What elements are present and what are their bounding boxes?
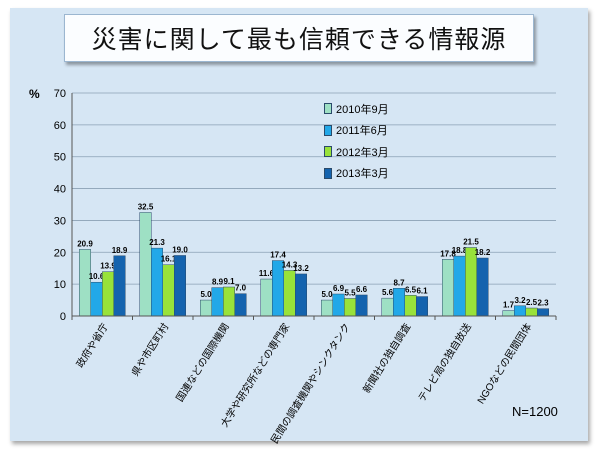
bar	[139, 212, 152, 317]
data-label: 20.9	[77, 239, 93, 248]
x-category-label: 新聞社の独自調査	[360, 321, 413, 396]
data-label: 7.0	[235, 284, 247, 293]
data-label: 3.2	[514, 296, 526, 305]
y-tick-label: 50	[54, 152, 66, 164]
bar	[355, 294, 368, 317]
data-label: 5.0	[321, 290, 333, 299]
bar	[200, 299, 212, 317]
data-label: 17.4	[270, 251, 286, 260]
data-label: 32.5	[138, 202, 154, 211]
bar	[514, 305, 526, 317]
bar	[174, 255, 186, 317]
legend-swatch	[324, 167, 332, 179]
bar	[113, 255, 126, 317]
x-axis: 政府や省庁 県や市区町村 国連などの国際機関大学や研究所などの専門家民間の調査機関や…	[71, 315, 557, 446]
legend-swatch	[324, 124, 332, 136]
data-label: 5.6	[382, 288, 394, 297]
data-label: 16.1	[161, 255, 177, 264]
bar	[442, 259, 454, 317]
data-label: 1.7	[503, 301, 515, 310]
bar	[223, 286, 235, 317]
bar	[476, 257, 489, 317]
bars: 20.910.613.918.932.521.316.119.05.08.9 9.…	[77, 202, 549, 317]
legend-item: 2010年9月	[324, 98, 389, 120]
data-label: 6.6	[356, 285, 368, 294]
y-axis: 0 10 20 30 40 50 60 70%	[29, 87, 73, 323]
sample-size-label: N=1200	[512, 404, 558, 419]
data-label: 8.7	[393, 278, 405, 287]
bar	[393, 288, 405, 317]
bar	[537, 308, 549, 317]
chart-title: 災害に関して最も信頼できる情報源	[91, 25, 507, 54]
bar	[90, 281, 103, 317]
bar	[283, 270, 296, 317]
slide-background	[10, 8, 588, 441]
legend-label: 2012年3月	[336, 146, 389, 159]
bar	[344, 298, 356, 317]
data-label: 6.1	[416, 287, 428, 296]
bar	[260, 278, 273, 317]
data-label: 13.2	[293, 264, 309, 273]
data-label: 6.5	[405, 285, 417, 294]
legend-label: 2013年3月	[336, 168, 389, 181]
data-label: 14.3	[282, 260, 298, 269]
bar	[211, 287, 224, 317]
bar	[332, 293, 345, 317]
data-label: 5.0	[200, 290, 212, 299]
data-label: 2.3	[537, 299, 549, 308]
x-category-label: 大学や研究所などの専門家	[218, 321, 293, 430]
data-label: 17.8	[440, 249, 456, 258]
y-axis-unit-label: %	[29, 87, 40, 101]
y-tick-label: 60	[54, 120, 66, 132]
legend-item: 2012年3月	[324, 141, 389, 163]
bar	[295, 273, 307, 317]
data-label: 6.9	[333, 284, 345, 293]
legend-item: 2011年6月	[324, 120, 389, 142]
legend-swatch	[324, 103, 332, 115]
x-category-label: 国連などの国際機関	[173, 321, 232, 404]
bar	[79, 249, 91, 317]
bar	[465, 247, 477, 317]
data-label: 18.8	[452, 246, 468, 255]
bar	[416, 296, 428, 317]
data-label: 19.0	[172, 245, 188, 254]
x-category-label: 政府や省庁	[73, 321, 111, 370]
data-label: 21.3	[149, 238, 165, 247]
bar	[321, 299, 333, 317]
x-category-label: テレビ局の独自放送	[415, 321, 474, 404]
y-tick-label: 30	[54, 215, 66, 227]
bar	[525, 307, 538, 317]
title-box: 災害に関して最も信頼できる情報源	[64, 14, 534, 62]
bar	[381, 297, 394, 317]
bar	[453, 255, 466, 317]
data-label: 18.9	[112, 246, 128, 255]
x-category-label: NGOなどの民間団体	[475, 321, 534, 406]
data-label: 11.6	[259, 269, 275, 278]
data-label: 2.5	[526, 298, 538, 307]
data-label: 13.9	[100, 262, 116, 271]
data-label: 21.5	[463, 238, 479, 247]
data-label: 5.5	[344, 288, 356, 297]
legend: 2010年9月 2011年6月 2012年3月 2013年3月	[324, 98, 389, 184]
bar	[502, 310, 515, 317]
data-label: 18.2	[475, 248, 491, 257]
data-label: 10.6	[89, 272, 105, 281]
x-category-label: 県や市区町村	[128, 321, 171, 379]
legend-label: 2011年6月	[336, 125, 388, 138]
y-tick-label: 70	[54, 88, 66, 100]
bar	[404, 295, 417, 317]
data-label: 9.1	[223, 277, 235, 286]
legend-item: 2013年3月	[324, 163, 389, 185]
legend-label: 2010年9月	[336, 103, 389, 116]
bar	[234, 293, 247, 317]
y-tick-label: 10	[54, 279, 66, 291]
bar	[102, 271, 114, 317]
y-tick-label: 20	[54, 247, 66, 259]
y-tick-label: 0	[60, 311, 66, 323]
y-tick-label: 40	[54, 184, 66, 196]
legend-swatch	[324, 146, 332, 158]
data-label: 8.9	[212, 278, 224, 287]
bar	[162, 264, 175, 317]
